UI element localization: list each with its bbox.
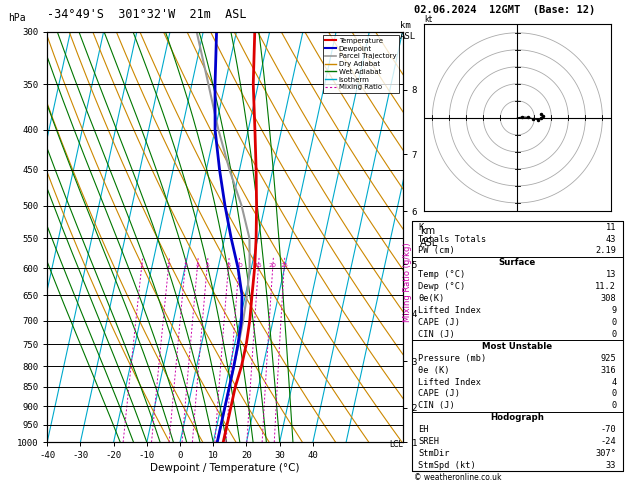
Text: StmSpd (kt): StmSpd (kt)	[418, 461, 476, 470]
Text: 4: 4	[195, 263, 199, 268]
Y-axis label: km
ASL: km ASL	[420, 226, 438, 248]
Text: © weatheronline.co.uk: © weatheronline.co.uk	[414, 473, 501, 482]
Text: 43: 43	[606, 235, 616, 243]
Text: K: K	[418, 223, 423, 232]
Text: 20: 20	[269, 263, 277, 268]
Text: 8: 8	[226, 263, 230, 268]
Text: 5: 5	[205, 263, 209, 268]
Text: Lifted Index: Lifted Index	[418, 378, 481, 386]
Text: km
ASL: km ASL	[400, 21, 416, 41]
Text: Mixing Ratio (g/kg): Mixing Ratio (g/kg)	[403, 242, 412, 322]
Text: 11: 11	[606, 223, 616, 232]
Text: kt: kt	[424, 15, 432, 24]
Text: Totals Totals: Totals Totals	[418, 235, 487, 243]
Text: Lifted Index: Lifted Index	[418, 306, 481, 315]
Text: 11.2: 11.2	[596, 282, 616, 291]
Text: StmDir: StmDir	[418, 449, 450, 458]
Text: θe(K): θe(K)	[418, 294, 445, 303]
Text: -34°49'S  301°32'W  21m  ASL: -34°49'S 301°32'W 21m ASL	[47, 8, 247, 21]
Text: 0: 0	[611, 389, 616, 399]
Legend: Temperature, Dewpoint, Parcel Trajectory, Dry Adiabat, Wet Adiabat, Isotherm, Mi: Temperature, Dewpoint, Parcel Trajectory…	[323, 35, 399, 93]
Text: 13: 13	[606, 270, 616, 279]
Text: 2: 2	[167, 263, 170, 268]
Text: Temp (°C): Temp (°C)	[418, 270, 465, 279]
Text: 316: 316	[601, 365, 616, 375]
Text: 9: 9	[611, 306, 616, 315]
Text: EH: EH	[418, 425, 429, 434]
Text: 33: 33	[606, 461, 616, 470]
Text: 308: 308	[601, 294, 616, 303]
Text: CIN (J): CIN (J)	[418, 330, 455, 339]
Text: 307°: 307°	[596, 449, 616, 458]
Text: Dewp (°C): Dewp (°C)	[418, 282, 465, 291]
Text: SREH: SREH	[418, 437, 439, 446]
Text: PW (cm): PW (cm)	[418, 246, 455, 256]
Text: 925: 925	[601, 354, 616, 363]
Text: 25: 25	[280, 263, 288, 268]
Text: 2.19: 2.19	[596, 246, 616, 256]
Text: 4: 4	[611, 378, 616, 386]
Text: -24: -24	[601, 437, 616, 446]
Text: CAPE (J): CAPE (J)	[418, 318, 460, 327]
Text: Surface: Surface	[499, 259, 536, 267]
Text: CIN (J): CIN (J)	[418, 401, 455, 410]
Text: 0: 0	[611, 401, 616, 410]
Text: 0: 0	[611, 330, 616, 339]
Text: 0: 0	[611, 318, 616, 327]
Text: CAPE (J): CAPE (J)	[418, 389, 460, 399]
Text: -70: -70	[601, 425, 616, 434]
Text: 1: 1	[140, 263, 143, 268]
Text: θe (K): θe (K)	[418, 365, 450, 375]
Text: Pressure (mb): Pressure (mb)	[418, 354, 487, 363]
Text: Most Unstable: Most Unstable	[482, 342, 552, 351]
Text: Hodograph: Hodograph	[491, 413, 544, 422]
Text: 02.06.2024  12GMT  (Base: 12): 02.06.2024 12GMT (Base: 12)	[414, 5, 595, 15]
Text: 15: 15	[255, 263, 262, 268]
Text: 10: 10	[235, 263, 243, 268]
Text: 3: 3	[183, 263, 187, 268]
X-axis label: Dewpoint / Temperature (°C): Dewpoint / Temperature (°C)	[150, 463, 299, 473]
Text: LCL: LCL	[389, 440, 403, 449]
Text: hPa: hPa	[8, 14, 26, 23]
